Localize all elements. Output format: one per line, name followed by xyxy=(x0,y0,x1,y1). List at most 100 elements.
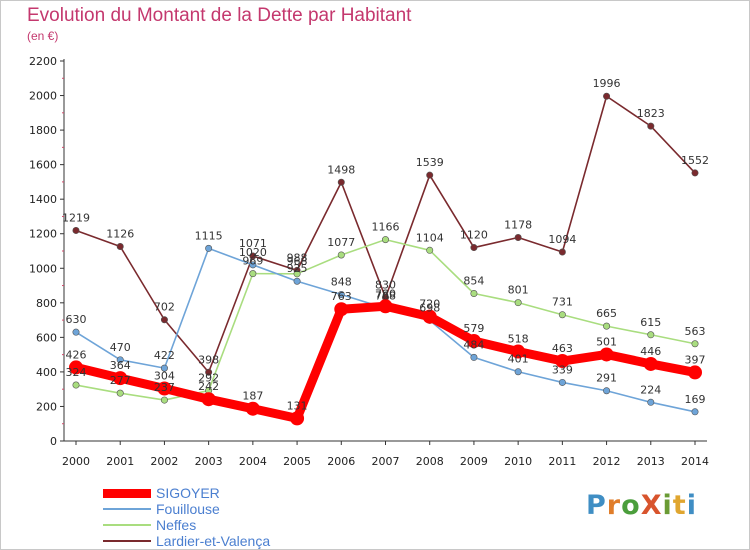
data-point xyxy=(466,333,481,348)
data-point xyxy=(293,277,301,285)
data-label: 1996 xyxy=(593,77,621,90)
data-point xyxy=(470,353,478,361)
data-point xyxy=(511,344,526,359)
data-label: 615 xyxy=(640,316,661,329)
data-label: 1498 xyxy=(327,163,355,176)
data-point xyxy=(691,340,699,348)
data-point xyxy=(647,398,655,406)
data-label: 1823 xyxy=(637,107,665,120)
logo-letter: i xyxy=(662,490,673,521)
data-label: 925 xyxy=(287,262,308,275)
legend-label: Lardier-et-Valença xyxy=(156,533,271,549)
logo-letter: t xyxy=(672,490,687,521)
data-label: 1094 xyxy=(548,233,576,246)
data-label: 397 xyxy=(685,353,706,366)
data-point xyxy=(647,331,655,339)
data-label: 224 xyxy=(640,383,661,396)
x-tick-label: 2005 xyxy=(283,455,311,468)
data-point xyxy=(205,244,213,252)
y-tick-label: 800 xyxy=(36,297,57,310)
data-label: 484 xyxy=(463,338,484,351)
data-point xyxy=(157,381,172,396)
data-point xyxy=(205,368,213,376)
x-tick-label: 2000 xyxy=(62,455,90,468)
data-label: 665 xyxy=(596,307,617,320)
data-label: 1552 xyxy=(681,154,709,167)
data-point xyxy=(249,261,257,269)
data-label: 1120 xyxy=(460,229,488,242)
data-point xyxy=(160,396,168,404)
data-label: 1166 xyxy=(372,221,400,234)
data-label: 830 xyxy=(375,279,396,292)
data-label: 702 xyxy=(154,301,175,314)
series-group xyxy=(69,92,702,426)
data-point xyxy=(470,289,478,297)
axes: 0 200 400 600 800 1000 1200 1400 1600 1800 2000 220… xyxy=(29,55,709,468)
x-tick-label: 2013 xyxy=(637,455,665,468)
data-point xyxy=(558,248,566,256)
data-point xyxy=(647,122,655,130)
data-point xyxy=(603,92,611,100)
logo-letter: X xyxy=(640,490,663,521)
data-label: 131 xyxy=(287,399,308,412)
data-point xyxy=(69,360,83,375)
x-tick-label: 2004 xyxy=(239,455,267,468)
data-label: 291 xyxy=(596,372,617,385)
logo-letter: o xyxy=(621,490,641,521)
x-tick-label: 2009 xyxy=(460,455,488,468)
data-point xyxy=(514,234,522,242)
data-label: 848 xyxy=(331,276,352,289)
data-label: 579 xyxy=(463,322,484,335)
data-point xyxy=(116,356,124,364)
data-point xyxy=(249,252,257,260)
data-point xyxy=(555,354,570,369)
data-label: 187 xyxy=(242,390,263,403)
data-label: 969 xyxy=(242,255,263,268)
legend-label: Neffes xyxy=(156,517,197,533)
y-tick-label: 1200 xyxy=(29,228,57,241)
data-label: 1071 xyxy=(239,237,267,250)
data-label: 398 xyxy=(198,353,219,366)
data-label: 446 xyxy=(640,345,661,358)
data-label: 1115 xyxy=(195,229,223,242)
data-label: 780 xyxy=(375,287,396,300)
data-point xyxy=(422,309,437,324)
data-label: 1077 xyxy=(327,236,355,249)
data-point xyxy=(337,291,345,299)
data-point xyxy=(72,328,80,336)
x-tick-label: 2008 xyxy=(416,455,444,468)
y-tick-label: 2200 xyxy=(29,55,57,68)
y-tick-label: 1600 xyxy=(29,159,57,172)
legend-swatch xyxy=(103,508,151,510)
data-label: 169 xyxy=(685,393,706,406)
data-point xyxy=(381,236,389,244)
data-point xyxy=(160,316,168,324)
data-point xyxy=(245,401,260,416)
legend-swatch xyxy=(103,524,151,526)
data-label: 292 xyxy=(198,372,219,385)
y-tick-label: 600 xyxy=(36,331,57,344)
data-point xyxy=(688,365,702,380)
data-point xyxy=(470,244,478,252)
data-label: 237 xyxy=(154,381,175,394)
x-tick-label: 2006 xyxy=(327,455,355,468)
data-label: 364 xyxy=(110,359,131,372)
data-point xyxy=(426,246,434,254)
data-point xyxy=(334,302,349,317)
data-point xyxy=(426,171,434,179)
data-point xyxy=(116,389,124,397)
data-label: 1104 xyxy=(416,231,444,244)
series-line-sigoyer xyxy=(71,301,700,423)
data-label: 277 xyxy=(110,374,131,387)
data-point xyxy=(603,387,611,395)
data-label: 1020 xyxy=(239,246,267,259)
x-tick-label: 2002 xyxy=(150,455,178,468)
legend-swatch xyxy=(103,488,151,498)
legend-label: SIGOYER xyxy=(156,485,220,501)
data-label: 1178 xyxy=(504,219,532,232)
legend-label: Fouillouse xyxy=(156,501,220,517)
x-tick-label: 2010 xyxy=(504,455,532,468)
data-label: 426 xyxy=(66,348,87,361)
